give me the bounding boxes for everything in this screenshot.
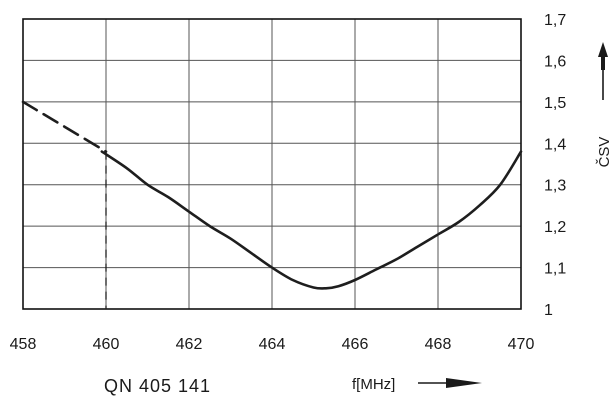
x-axis-title: f[MHz] (352, 376, 395, 393)
x-tick-labels: 458 460 462 464 466 468 470 (10, 336, 535, 353)
x-tick-label: 458 (10, 336, 37, 353)
y-tick-label: 1,5 (544, 95, 566, 112)
x-tick-label: 468 (425, 336, 452, 353)
y-tick-label: 1,6 (544, 53, 566, 70)
x-tick-label: 470 (508, 336, 535, 353)
y-axis-arrow-icon (598, 42, 608, 100)
x-axis-arrow-icon (418, 378, 482, 388)
y-tick-label: 1,7 (544, 12, 566, 29)
series-group (21, 100, 523, 290)
x-tick-label: 462 (176, 336, 203, 353)
x-tick-label: 464 (259, 336, 286, 353)
y-tick-labels: 1 1,1 1,2 1,3 1,4 1,5 1,6 1,7 (544, 12, 566, 319)
drawing-code-label: QN 405 141 (104, 376, 211, 396)
y-axis-title: ČSV (596, 137, 613, 168)
vswr-curve-extrapolated (21, 100, 108, 153)
y-tick-label: 1,4 (544, 136, 566, 153)
plot-frame (22, 18, 522, 310)
x-tick-label: 466 (342, 336, 369, 353)
y-tick-label: 1,1 (544, 261, 566, 278)
vswr-curve (100, 150, 523, 290)
plot-border (22, 18, 522, 310)
x-tick-label: 460 (93, 336, 120, 353)
y-tick-label: 1 (544, 302, 553, 319)
y-tick-label: 1,3 (544, 178, 566, 195)
y-tick-label: 1,2 (544, 219, 566, 236)
